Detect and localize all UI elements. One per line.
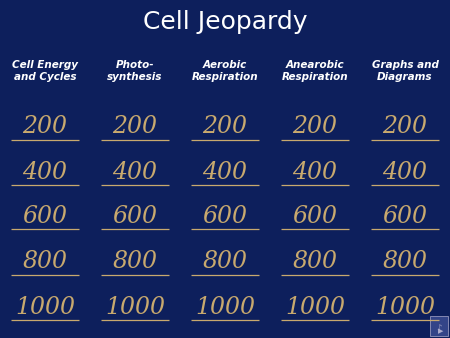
Text: 800: 800	[382, 250, 428, 273]
Text: Cell Energy
and Cycles: Cell Energy and Cycles	[12, 60, 78, 82]
Text: 600: 600	[22, 205, 68, 228]
Text: 400: 400	[112, 161, 158, 184]
Text: 200: 200	[382, 115, 428, 138]
Text: Anearobic
Respiration: Anearobic Respiration	[282, 60, 348, 82]
Text: 600: 600	[382, 205, 428, 228]
Text: 1000: 1000	[105, 296, 165, 319]
Text: 800: 800	[112, 250, 158, 273]
Text: 600: 600	[202, 205, 248, 228]
Text: 1000: 1000	[195, 296, 255, 319]
Text: 1000: 1000	[285, 296, 345, 319]
Text: 400: 400	[382, 161, 428, 184]
Text: Graphs and
Diagrams: Graphs and Diagrams	[372, 60, 438, 82]
Text: ▶: ▶	[438, 328, 443, 334]
Text: 400: 400	[292, 161, 338, 184]
Bar	[430, 316, 448, 336]
Text: 600: 600	[112, 205, 158, 228]
Text: 200: 200	[202, 115, 248, 138]
Text: Aerobic
Respiration: Aerobic Respiration	[192, 60, 258, 82]
Text: 600: 600	[292, 205, 338, 228]
Text: Photo-
synthesis: Photo- synthesis	[107, 60, 163, 82]
Text: ♪: ♪	[436, 323, 441, 332]
Text: 200: 200	[22, 115, 68, 138]
Text: 200: 200	[292, 115, 338, 138]
Text: 1000: 1000	[375, 296, 435, 319]
Text: 400: 400	[22, 161, 68, 184]
Text: Cell Jeopardy: Cell Jeopardy	[143, 10, 307, 34]
Text: 800: 800	[292, 250, 338, 273]
Text: 400: 400	[202, 161, 248, 184]
Text: 200: 200	[112, 115, 158, 138]
Text: 800: 800	[22, 250, 68, 273]
Text: 1000: 1000	[15, 296, 75, 319]
Text: 800: 800	[202, 250, 248, 273]
